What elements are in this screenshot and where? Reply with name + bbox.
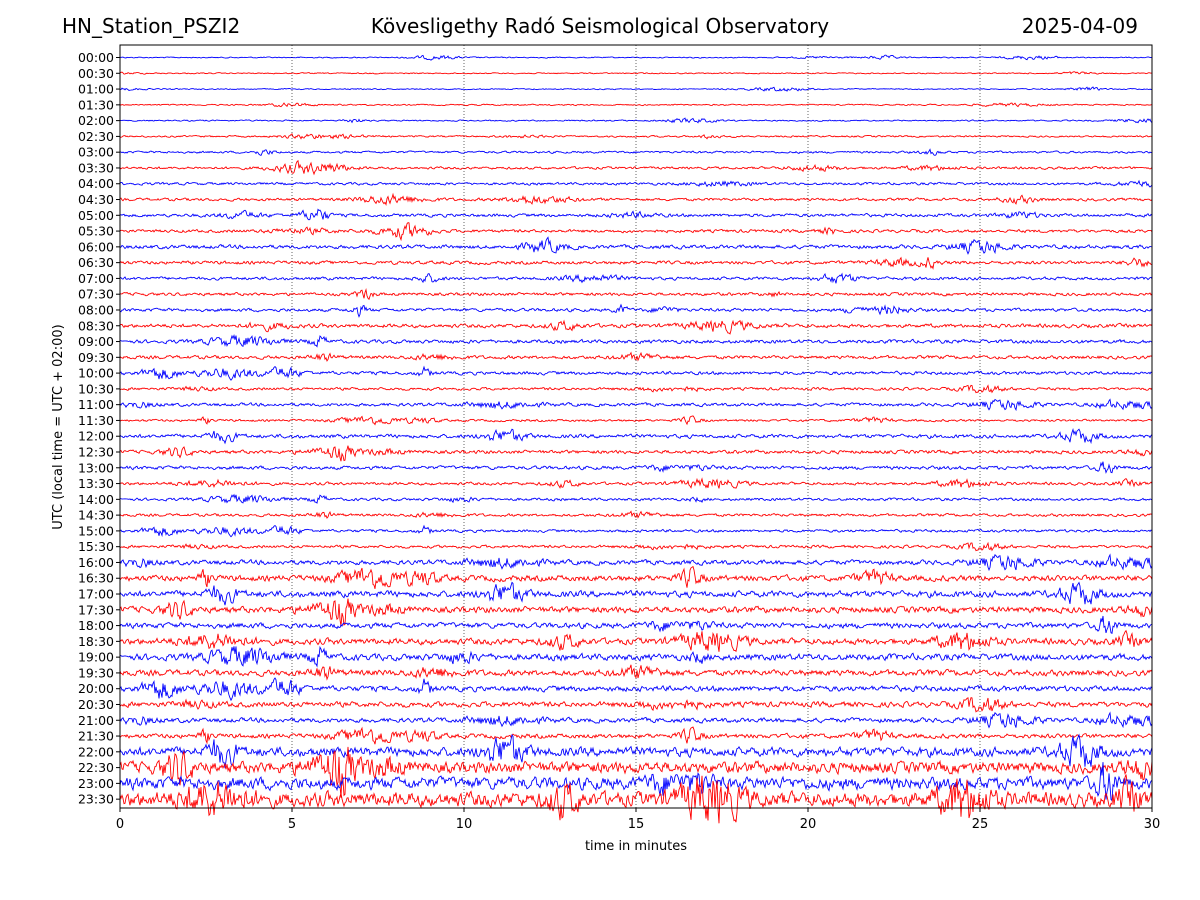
y-tick-label: 03:30 xyxy=(78,160,114,175)
y-tick-label: 11:00 xyxy=(78,397,114,412)
x-tick-label: 10 xyxy=(456,817,473,832)
y-tick-label: 00:00 xyxy=(78,50,114,65)
trace-0900 xyxy=(119,333,1153,348)
y-tick-label: 19:00 xyxy=(78,650,114,665)
y-tick-label: 13:00 xyxy=(78,460,114,475)
y-tick-label: 08:30 xyxy=(78,318,114,333)
y-tick-labels: 00:0000:3001:0001:3002:0002:3003:0003:30… xyxy=(78,50,120,807)
x-tick-label: 20 xyxy=(800,817,817,832)
y-tick-label: 05:00 xyxy=(78,208,114,223)
trace-1530 xyxy=(119,541,1153,552)
trace-1000 xyxy=(119,365,1153,381)
trace-2200 xyxy=(119,733,1153,769)
y-tick-label: 23:00 xyxy=(78,776,114,791)
y-tick-label: 07:00 xyxy=(78,271,114,286)
y-tick-label: 21:00 xyxy=(78,713,114,728)
x-tick-label: 30 xyxy=(1144,817,1161,832)
trace-0500 xyxy=(119,208,1153,221)
y-tick-label: 06:00 xyxy=(78,239,114,254)
trace-2000 xyxy=(119,677,1153,702)
y-tick-label: 23:30 xyxy=(78,792,114,807)
trace-0030 xyxy=(119,71,1153,75)
y-tick-label: 20:30 xyxy=(78,697,114,712)
trace-1200 xyxy=(119,427,1153,445)
y-tick-label: 16:30 xyxy=(78,571,114,586)
y-tick-label: 19:30 xyxy=(78,665,114,680)
y-tick-label: 14:00 xyxy=(78,492,114,507)
y-tick-label: 07:30 xyxy=(78,287,114,302)
y-tick-label: 06:30 xyxy=(78,255,114,270)
x-axis-label: time in minutes xyxy=(585,839,687,854)
y-tick-label: 18:30 xyxy=(78,634,114,649)
y-tick-label: 10:00 xyxy=(78,366,114,381)
trace-0700 xyxy=(119,272,1153,284)
y-tick-label: 10:30 xyxy=(78,381,114,396)
x-tick-label: 15 xyxy=(628,817,645,832)
station-name: HN_Station_PSZI2 xyxy=(62,14,241,38)
y-tick-label: 17:00 xyxy=(78,587,114,602)
x-tick-label: 25 xyxy=(972,817,989,832)
y-tick-label: 11:30 xyxy=(78,413,114,428)
y-tick-label: 02:00 xyxy=(78,113,114,128)
trace-1700 xyxy=(119,581,1153,606)
y-tick-label: 00:30 xyxy=(78,66,114,81)
observatory-title: Kövesligethy Radó Seismological Observat… xyxy=(370,14,830,38)
trace-0130 xyxy=(119,102,1153,108)
y-tick-label: 20:00 xyxy=(78,681,114,696)
trace-0830 xyxy=(119,319,1153,335)
x-tick-label: 0 xyxy=(116,817,124,832)
trace-1430 xyxy=(119,510,1153,519)
y-tick-label: 09:30 xyxy=(78,350,114,365)
y-tick-label: 05:30 xyxy=(78,224,114,239)
trace-1030 xyxy=(119,384,1153,394)
trace-0600 xyxy=(119,236,1153,255)
y-tick-label: 15:00 xyxy=(78,523,114,538)
y-axis-label: UTC (local time = UTC + 02:00) xyxy=(51,324,66,529)
y-tick-label: 12:30 xyxy=(78,445,114,460)
y-tick-label: 04:30 xyxy=(78,192,114,207)
trace-0930 xyxy=(119,351,1153,362)
y-tick-label: 15:30 xyxy=(78,539,114,554)
y-tick-label: 22:30 xyxy=(78,760,114,775)
y-tick-label: 01:30 xyxy=(78,97,114,112)
trace-0100 xyxy=(119,86,1153,92)
x-tick-label: 5 xyxy=(288,817,296,832)
trace-1400 xyxy=(119,493,1153,504)
y-tick-label: 18:00 xyxy=(78,618,114,633)
y-tick-label: 17:30 xyxy=(78,602,114,617)
y-tick-label: 16:00 xyxy=(78,555,114,570)
y-tick-label: 03:00 xyxy=(78,145,114,160)
y-tick-label: 21:30 xyxy=(78,729,114,744)
y-tick-label: 08:00 xyxy=(78,302,114,317)
y-tick-label: 02:30 xyxy=(78,129,114,144)
trace-0230 xyxy=(119,133,1153,140)
y-tick-label: 13:30 xyxy=(78,476,114,491)
y-tick-label: 09:00 xyxy=(78,334,114,349)
y-tick-label: 12:00 xyxy=(78,429,114,444)
y-tick-label: 22:00 xyxy=(78,744,114,759)
grid-layer xyxy=(291,45,981,808)
y-tick-label: 14:30 xyxy=(78,508,114,523)
record-date: 2025-04-09 xyxy=(1021,14,1138,38)
x-tick-labels: 0 5 10 15 20 25 30 xyxy=(116,808,1160,832)
y-tick-label: 04:00 xyxy=(78,176,114,191)
y-tick-label: 01:00 xyxy=(78,82,114,97)
